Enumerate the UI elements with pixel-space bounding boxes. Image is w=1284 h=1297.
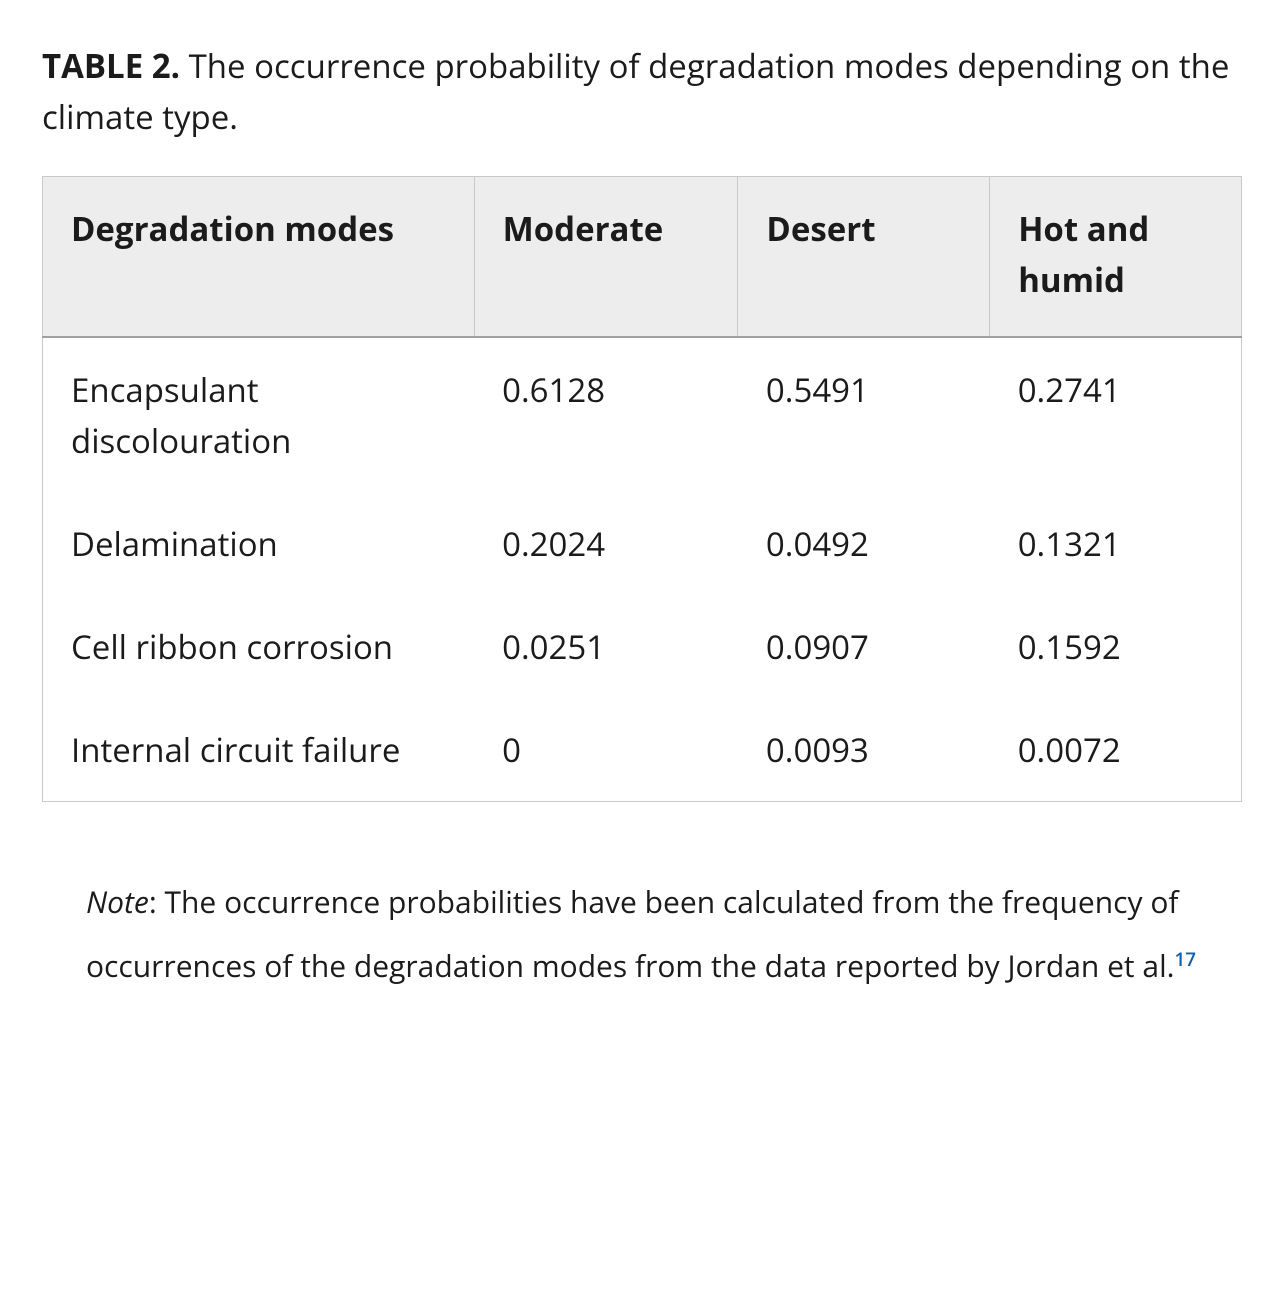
table-caption-label: TABLE 2.	[42, 43, 180, 88]
cell-mode: Delamination	[43, 492, 475, 595]
degradation-table: Degradation modes Moderate Desert Hot an…	[42, 176, 1242, 802]
cell-desert: 0.5491	[738, 337, 990, 492]
footnote-label: Note	[86, 881, 149, 922]
col-header-moderate: Moderate	[474, 177, 738, 337]
table-header-row: Degradation modes Moderate Desert Hot an…	[43, 177, 1242, 337]
cell-desert: 0.0093	[738, 698, 990, 802]
table-row: Delamination 0.2024 0.0492 0.1321	[43, 492, 1242, 595]
col-header-degradation-modes: Degradation modes	[43, 177, 475, 337]
cell-desert: 0.0907	[738, 595, 990, 698]
table-caption-text: The occurrence probability of degradatio…	[42, 43, 1229, 139]
cell-moderate: 0.0251	[474, 595, 738, 698]
table-caption: TABLE 2. The occurrence probability of d…	[42, 40, 1242, 142]
cell-mode: Encapsulant discolouration	[43, 337, 475, 492]
cell-hot: 0.0072	[990, 698, 1242, 802]
cell-hot: 0.2741	[990, 337, 1242, 492]
cell-moderate: 0.2024	[474, 492, 738, 595]
cell-desert: 0.0492	[738, 492, 990, 595]
cell-moderate: 0.6128	[474, 337, 738, 492]
table-row: Internal circuit failure 0 0.0093 0.0072	[43, 698, 1242, 802]
cell-hot: 0.1592	[990, 595, 1242, 698]
cell-moderate: 0	[474, 698, 738, 802]
cell-hot: 0.1321	[990, 492, 1242, 595]
table-row: Encapsulant discolouration 0.6128 0.5491…	[43, 337, 1242, 492]
table-row: Cell ribbon corrosion 0.0251 0.0907 0.15…	[43, 595, 1242, 698]
footnote-reference-link[interactable]: 17	[1175, 947, 1196, 972]
table-footnote: Note: The occurrence probabilities have …	[86, 872, 1216, 996]
footnote-text: : The occurrence probabilities have been…	[86, 881, 1178, 986]
col-header-desert: Desert	[738, 177, 990, 337]
cell-mode: Internal circuit failure	[43, 698, 475, 802]
col-header-hot-and-humid: Hot and humid	[990, 177, 1242, 337]
cell-mode: Cell ribbon corrosion	[43, 595, 475, 698]
